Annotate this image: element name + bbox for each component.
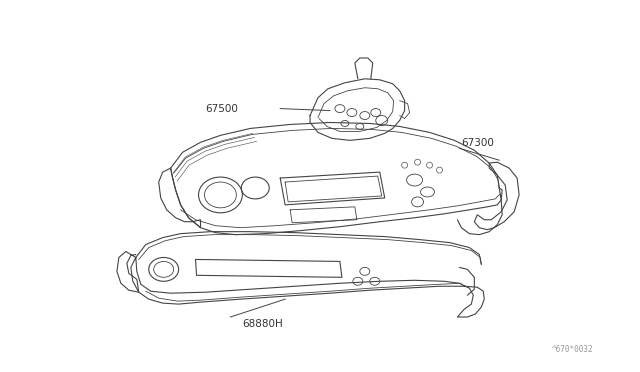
Text: 68880H: 68880H [243,319,283,329]
Text: 67500: 67500 [205,103,238,113]
Text: ^670*0032: ^670*0032 [552,345,594,354]
Text: 67300: 67300 [461,138,494,148]
